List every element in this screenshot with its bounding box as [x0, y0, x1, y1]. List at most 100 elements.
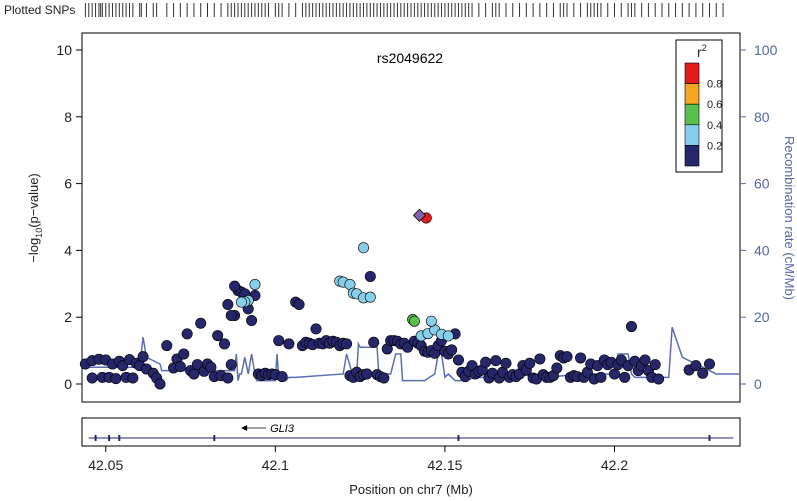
snp-point-r2-0-0-0-2 — [212, 330, 224, 342]
snp-point-r2-0-2-0-4 — [425, 315, 437, 327]
legend-title: r2 — [697, 43, 707, 60]
snp-point-r2-0-0-0-2 — [174, 361, 186, 373]
gene-track-frame — [81, 417, 741, 447]
legend-swatch — [684, 62, 700, 84]
legend-label: 0.4 — [707, 120, 722, 132]
legend-label: 0.6 — [707, 99, 722, 111]
snp-point-r2-0-2-0-4 — [235, 296, 247, 308]
snp-point-r2-0-0-0-2 — [595, 371, 607, 383]
x-tick-label: 42.05 — [88, 457, 123, 473]
snp-point-r2-0-0-0-2 — [534, 353, 546, 365]
snp-point-r2-0-0-0-2 — [551, 362, 563, 374]
snp-point-r2-0-0-0-2 — [703, 358, 715, 370]
x-tick-label: 42.2 — [601, 457, 628, 473]
legend-swatch — [684, 145, 700, 167]
left-axis-title: −log10(p−value) — [26, 173, 44, 263]
lead-snp-marker — [412, 208, 427, 222]
snp-point-r2-0-0-0-2 — [137, 351, 149, 363]
snp-point-r2-0-0-0-2 — [225, 310, 237, 322]
snp-point-r2-0-2-0-4 — [358, 242, 370, 254]
snp-point-r2-0-0-0-2 — [561, 351, 573, 363]
left-tick-label: 4 — [64, 242, 72, 258]
snp-point-r2-0-4-0-6 — [408, 315, 420, 327]
snp-point-r2-0-0-0-2 — [161, 340, 173, 352]
gene-exon — [94, 435, 97, 441]
legend-title-r: r — [697, 44, 702, 60]
gene-exon — [708, 435, 711, 441]
snp-point-r2-0-0-0-2 — [697, 367, 709, 379]
legend-swatch — [684, 124, 700, 146]
snp-point-r2-0-0-0-2 — [222, 299, 234, 311]
snp-point-r2-0-0-0-2 — [625, 321, 637, 333]
gene-track: GLI3 — [88, 423, 734, 441]
snp-point-r2-0-0-0-2 — [229, 280, 241, 292]
snp-point-r2-0-0-0-2 — [181, 328, 193, 340]
snp-point-r2-0-0-0-2 — [690, 360, 702, 372]
gene-exon — [213, 435, 216, 441]
x-axis: 42.05 42.1 42.15 42.2 — [88, 446, 628, 473]
x-tick-label: 42.15 — [427, 457, 462, 473]
snp-point-r2-0-0-0-2 — [361, 368, 373, 380]
left-axis-title-prefix: −log — [26, 238, 41, 263]
snp-point-r2-0-0-0-2 — [500, 357, 512, 369]
snp-point-r2-0-0-0-2 — [649, 359, 661, 371]
snp-point-r2-0-0-0-2 — [619, 371, 631, 383]
snp-point-r2-0-0-0-2 — [293, 299, 305, 311]
snp-point-r2-0-2-0-4 — [442, 330, 454, 342]
plotted-snps-rug — [84, 3, 724, 17]
x-axis-title: Position on chr7 (Mb) — [349, 482, 473, 497]
snp-point-r2-0-2-0-4 — [249, 278, 261, 290]
right-tick-label: 80 — [754, 109, 770, 125]
right-axis-title: Recombination rate (cM/Mb) — [782, 136, 797, 300]
snp-point-r2-0-0-0-2 — [110, 373, 122, 385]
right-y-axis: 0 20 40 60 80 100 — [740, 42, 778, 392]
snp-point-r2-0-0-0-2 — [273, 335, 285, 347]
x-tick-label: 42.1 — [262, 457, 289, 473]
snp-point-r2-0-0-0-2 — [341, 338, 353, 350]
snp-point-r2-0-0-0-2 — [127, 372, 139, 384]
snp-point-r2-0-0-0-2 — [378, 372, 390, 384]
snp-point-r2-0-0-0-2 — [188, 368, 200, 380]
snp-point-r2-0-0-0-2 — [205, 361, 217, 373]
snp-point-r2-0-0-0-2 — [452, 354, 464, 366]
left-axis-title-sub: 10 — [34, 228, 44, 238]
plotted-snps-label: Plotted SNPs — [4, 3, 75, 17]
snp-point-r2-0-0-0-2 — [364, 270, 376, 282]
snp-point-r2-0-0-0-2 — [480, 356, 492, 368]
legend-label: 0.8 — [707, 79, 722, 91]
left-tick-label: 2 — [64, 309, 72, 325]
snp-points — [79, 212, 715, 390]
snp-point-r2-0-0-0-2 — [609, 368, 621, 380]
snp-point-r2-0-0-0-2 — [639, 354, 651, 366]
left-tick-label: 10 — [56, 42, 72, 58]
snp-point-r2-0-0-0-2 — [310, 323, 322, 335]
legend-title-sup: 2 — [702, 43, 707, 53]
right-tick-label: 100 — [754, 42, 778, 58]
snp-point-r2-0-2-0-4 — [364, 291, 376, 303]
snp-point-r2-0-0-0-2 — [283, 338, 295, 350]
snp-point-r2-0-0-0-2 — [575, 352, 587, 364]
snp-point-r2-0-0-0-2 — [178, 348, 190, 360]
snp-point-r2-0-0-0-2 — [653, 373, 665, 385]
r2-legend: r2 0.8 0.6 0.4 0.2 — [675, 39, 723, 173]
left-axis-title-suffix: (p−value) — [26, 173, 41, 228]
left-tick-label: 6 — [64, 176, 72, 192]
snp-point-r2-0-0-0-2 — [524, 357, 536, 369]
snp-point-r2-0-0-0-2 — [368, 336, 380, 348]
right-tick-label: 40 — [754, 242, 770, 258]
snp-point-r2-0-0-0-2 — [195, 317, 207, 329]
snp-point-r2-0-0-0-2 — [225, 359, 237, 371]
left-tick-label: 0 — [64, 376, 72, 392]
plot-frame — [81, 32, 741, 403]
snp-point-r2-0-0-0-2 — [276, 371, 288, 383]
gene-label: GLI3 — [270, 423, 295, 435]
chart-title: rs2049622 — [377, 50, 443, 66]
gene-exon — [118, 435, 121, 441]
left-tick-label: 8 — [64, 109, 72, 125]
legend-swatch — [684, 103, 700, 126]
right-tick-label: 60 — [754, 176, 770, 192]
snp-point-r2-0-0-0-2 — [490, 355, 502, 367]
legend-label: 0.2 — [707, 140, 722, 152]
right-tick-label: 20 — [754, 309, 770, 325]
